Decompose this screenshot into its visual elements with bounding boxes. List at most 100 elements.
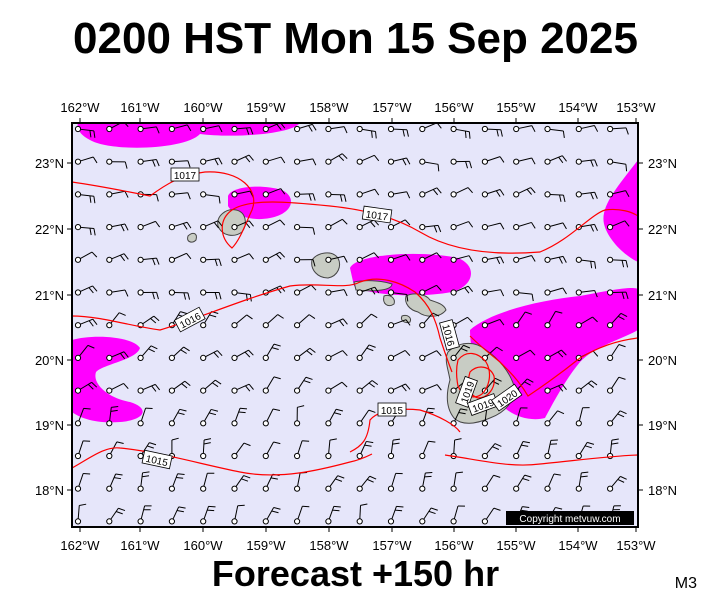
wind-barb: [74, 224, 96, 236]
wind-barb: [294, 505, 310, 525]
rain-area-north: [77, 123, 300, 148]
wind-barb: [168, 252, 192, 263]
wind-barb: [200, 256, 222, 267]
isobar-1016: [72, 278, 453, 373]
copyright-badge: Copyright metvuw.com: [506, 511, 634, 525]
wind-barb: [294, 376, 313, 394]
wind-barb: [356, 344, 376, 361]
lat-label-left: 23°N: [35, 156, 64, 171]
wind-barb: [106, 123, 129, 133]
wind-barb: [387, 125, 409, 137]
wind-barb: [356, 440, 374, 460]
wind-barb: [481, 443, 502, 460]
lon-label-bottom: 161°W: [120, 538, 160, 553]
wind-barb: [325, 255, 348, 263]
wind-barb: [262, 343, 281, 361]
wind-barb: [231, 504, 245, 525]
wind-barb: [481, 222, 505, 231]
wind-barb: [356, 154, 380, 165]
wind-barb: [513, 349, 536, 361]
lon-label-top: 158°W: [309, 100, 349, 115]
wind-barb: [262, 156, 286, 165]
wind-barb: [481, 507, 501, 525]
wind-barb: [607, 475, 627, 492]
wind-barb: [325, 153, 348, 165]
wind-barb: [481, 289, 505, 297]
wind-barb: [200, 157, 223, 166]
wind-barb: [137, 220, 161, 231]
wind-barb: [200, 438, 212, 460]
forecast-label: Forecast +150 hr: [211, 553, 500, 594]
isobar-label-text: 1017: [365, 209, 389, 223]
wind-barb: [575, 441, 595, 460]
wind-barb: [356, 503, 368, 525]
wind-barb: [168, 124, 192, 133]
lat-label-right: 23°N: [648, 156, 677, 171]
isobar-1019: [455, 352, 491, 398]
wind-barb: [74, 156, 98, 165]
wind-barb: [137, 125, 160, 134]
wind-barb: [387, 505, 404, 525]
wind-barb: [168, 158, 191, 168]
map-title: 0200 HST Mon 15 Sep 2025: [73, 14, 638, 63]
wind-barb: [544, 383, 567, 394]
wind-barb: [200, 220, 223, 231]
lon-label-top: 161°W: [120, 100, 160, 115]
wind-barb: [106, 158, 128, 169]
wind-barb: [200, 289, 222, 300]
wind-barb: [356, 286, 380, 296]
wind-barb: [513, 441, 530, 460]
isobar-label-1017-east: 1017: [361, 205, 393, 224]
wind-barb: [262, 219, 286, 231]
wind-barb: [137, 289, 159, 300]
lon-label-bottom: 160°W: [183, 538, 223, 553]
wind-barb: [74, 191, 96, 204]
model-code: M3: [674, 575, 697, 592]
wind-barb: [74, 344, 95, 361]
latitude-labels-left: 23°N 22°N 21°N 20°N 19°N 18°N: [35, 156, 64, 498]
wind-barb: [513, 187, 536, 198]
wind-barb: [387, 191, 411, 199]
lon-label-top: 154°W: [558, 100, 598, 115]
wind-barb: [294, 123, 317, 133]
rain-area-west: [72, 336, 143, 423]
lon-label-bottom: 154°W: [558, 538, 598, 553]
lon-label-top: 155°W: [496, 100, 536, 115]
wind-barb: [200, 472, 215, 492]
wind-barb: [419, 158, 440, 172]
wind-barb: [575, 407, 590, 427]
wind-barb: [74, 381, 98, 394]
isobar-label-text: 1015: [381, 406, 404, 417]
wind-barb: [231, 383, 254, 394]
wind-barb: [419, 284, 442, 296]
wind-barb: [137, 383, 161, 394]
wind-barb: [325, 438, 337, 460]
wind-barb: [513, 311, 532, 329]
wind-barb: [356, 409, 376, 427]
wind-barb: [294, 224, 316, 235]
wind-barb: [74, 440, 91, 460]
wind-barb: [137, 345, 158, 361]
wind-barb: [481, 256, 505, 265]
lat-label-left: 22°N: [35, 222, 64, 237]
wind-barb: [106, 405, 119, 427]
wind-barb: [106, 382, 129, 394]
wind-barb: [450, 285, 474, 296]
isobar-1015-east: [444, 454, 638, 466]
wind-barb: [387, 438, 401, 460]
wind-barb: [231, 314, 253, 329]
wind-barb: [294, 256, 316, 267]
wind-barb: [231, 442, 251, 460]
wind-barb: [168, 289, 191, 300]
lat-label-right: 19°N: [648, 418, 677, 433]
wind-barb: [481, 156, 505, 165]
isobar-1015-lower: [72, 447, 373, 476]
wind-barb: [544, 125, 565, 138]
wind-barb: [356, 313, 378, 329]
wind-barb: [356, 475, 377, 492]
wind-barb: [450, 221, 474, 231]
lon-label-top: 159°W: [246, 100, 286, 115]
wind-barb: [575, 158, 598, 167]
wind-barb: [575, 256, 597, 269]
lat-label-left: 21°N: [35, 288, 64, 303]
